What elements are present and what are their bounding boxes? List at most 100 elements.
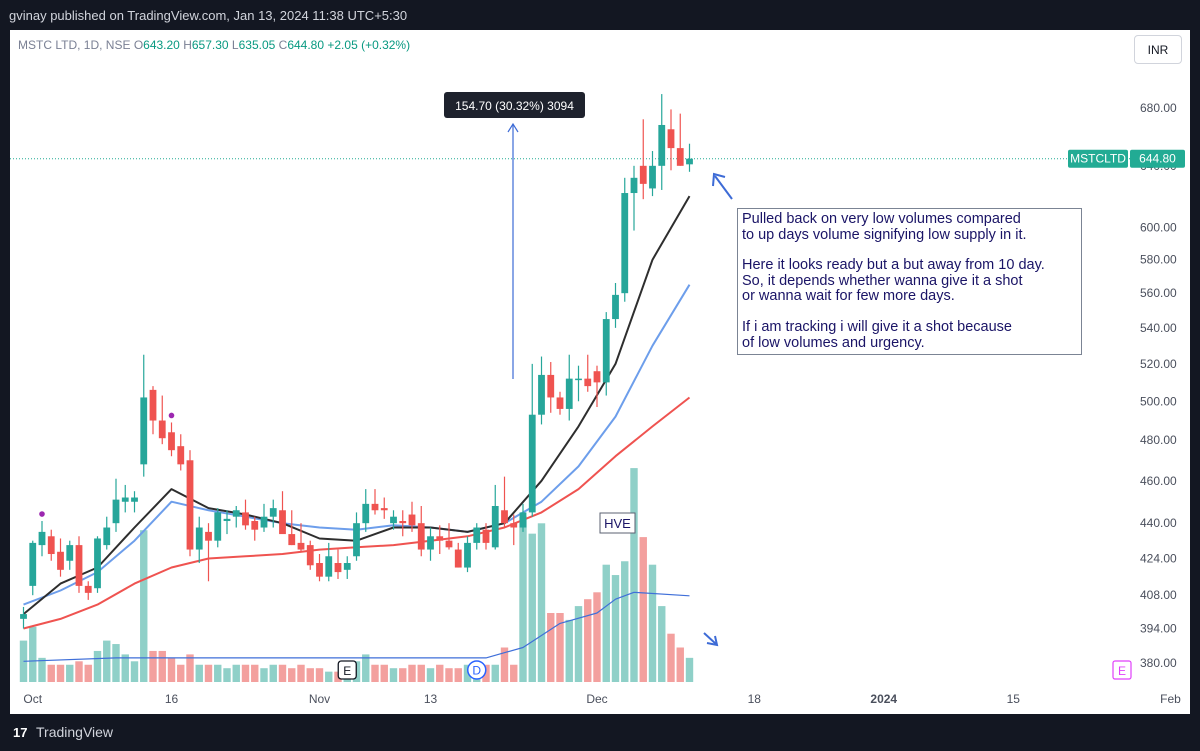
volume-bar <box>84 664 92 682</box>
chart-area[interactable]: 380.00 394.00 408.00 424.00 440.00 460.00 480.… <box>10 30 1190 714</box>
price-axis-label: 424.00 <box>1140 552 1177 566</box>
price-tag-bg <box>1130 149 1185 168</box>
earnings-marker-box <box>337 660 357 680</box>
change-value: +2.05 (+0.32%) <box>327 38 411 52</box>
candle-body <box>288 534 296 546</box>
price-axis-label: 680.00 <box>1140 101 1177 115</box>
volume-bar <box>500 647 509 682</box>
candle-body <box>362 503 370 524</box>
volume-bar <box>112 644 120 682</box>
pullback-arrow-head <box>712 172 726 187</box>
candle-body <box>417 523 425 550</box>
volume-bar <box>491 664 499 682</box>
volume-bar <box>611 575 620 682</box>
candle-body <box>251 521 259 530</box>
volume-bar <box>417 664 425 682</box>
volume-bar <box>639 537 647 682</box>
high-label: H <box>183 38 192 52</box>
candle-body <box>686 158 693 165</box>
volume-bar <box>186 654 194 682</box>
price-axis-label: 580.00 <box>1140 253 1177 267</box>
high-value: 657.30 <box>191 38 229 52</box>
price-axis-label: 408.00 <box>1140 588 1177 602</box>
publish-text: gvinay published on TradingView.com, Jan… <box>9 8 408 23</box>
time-axis-label: Dec <box>586 692 607 706</box>
volume-bar <box>380 664 388 682</box>
price-axis-label: 440.00 <box>1140 516 1177 530</box>
candle-body <box>427 536 434 550</box>
volume-bar <box>315 668 324 682</box>
candle-body <box>371 503 379 511</box>
candle-body <box>84 585 92 593</box>
footer-brand: TradingView <box>36 724 114 740</box>
close-value: 644.80 <box>287 38 325 52</box>
ticker-tag-bg <box>1068 149 1128 168</box>
candle-body <box>149 389 157 421</box>
candle-body <box>408 514 416 526</box>
volume-bar <box>630 468 638 682</box>
candle-body <box>334 563 342 573</box>
volume-bar <box>389 668 398 682</box>
candle-body <box>75 545 83 586</box>
volume-bar <box>685 657 694 682</box>
time-axis-label: Feb <box>1160 692 1181 706</box>
candle-body <box>20 614 27 619</box>
future-earnings-box <box>1112 660 1132 680</box>
volume-bar <box>602 564 610 682</box>
candle-body <box>556 397 564 409</box>
volume-bar <box>195 664 203 682</box>
volume-bar <box>223 668 231 682</box>
low-value: 635.05 <box>238 38 276 52</box>
volume-bar <box>426 668 435 682</box>
candle-body <box>112 499 120 524</box>
symbol-legend: MSTC LTD, 1D, NSE O643.20 H657.30 L635.0… <box>18 38 410 52</box>
price-axis-label: 500.00 <box>1140 394 1177 408</box>
candle-body <box>140 397 148 465</box>
candle-body <box>593 371 601 383</box>
candle-body <box>214 512 222 541</box>
candle-body <box>538 374 545 415</box>
pullback-arrow-line <box>714 175 733 200</box>
volume-bar <box>306 668 314 682</box>
time-axis-label: 16 <box>165 692 179 706</box>
price-axis-label: 380.00 <box>1140 656 1177 670</box>
candle-body <box>630 177 638 194</box>
measure-arrow-head <box>507 122 519 133</box>
candle-body <box>602 319 610 383</box>
candle-body <box>131 497 138 502</box>
candle-body <box>491 505 499 548</box>
currency-button[interactable]: INR <box>1134 35 1182 64</box>
volume-bar <box>232 664 240 682</box>
volume-bar <box>241 664 250 682</box>
volume-bar <box>325 671 333 682</box>
candle-body <box>482 529 490 543</box>
volume-bar <box>130 661 139 682</box>
candle-body <box>242 512 249 526</box>
annotation-note[interactable]: Pulled back on very low volumes compared… <box>737 208 1082 356</box>
candle-body <box>658 124 666 166</box>
volume-bar <box>47 664 55 682</box>
price-axis-label: 560.00 <box>1140 286 1177 300</box>
volume-bar <box>621 561 629 682</box>
candle-body <box>528 414 536 513</box>
candle-body <box>260 516 268 528</box>
volume-bar <box>149 650 157 682</box>
candle-body <box>205 531 212 541</box>
volume-bar <box>140 530 148 682</box>
candle-body <box>223 518 231 522</box>
volume-bar <box>519 516 527 682</box>
candle-body <box>584 378 592 387</box>
candlestick-chart[interactable]: 380.00 394.00 408.00 424.00 440.00 460.00 480.… <box>10 30 1190 714</box>
candle-body <box>168 432 175 451</box>
hve-label: HVE <box>604 516 631 531</box>
signal-dot <box>168 412 175 419</box>
note-paragraph-2: Here it looks ready but a but away from … <box>742 257 1045 305</box>
candle-body <box>621 193 629 294</box>
price-axis-label: 600.00 <box>1140 220 1177 234</box>
candle-body <box>380 508 388 511</box>
volume-bar <box>167 657 176 682</box>
volume-bar <box>574 606 583 682</box>
volume-bar <box>260 668 268 682</box>
earnings-marker: E <box>343 664 351 678</box>
price-axis-label: 540.00 <box>1140 321 1177 335</box>
